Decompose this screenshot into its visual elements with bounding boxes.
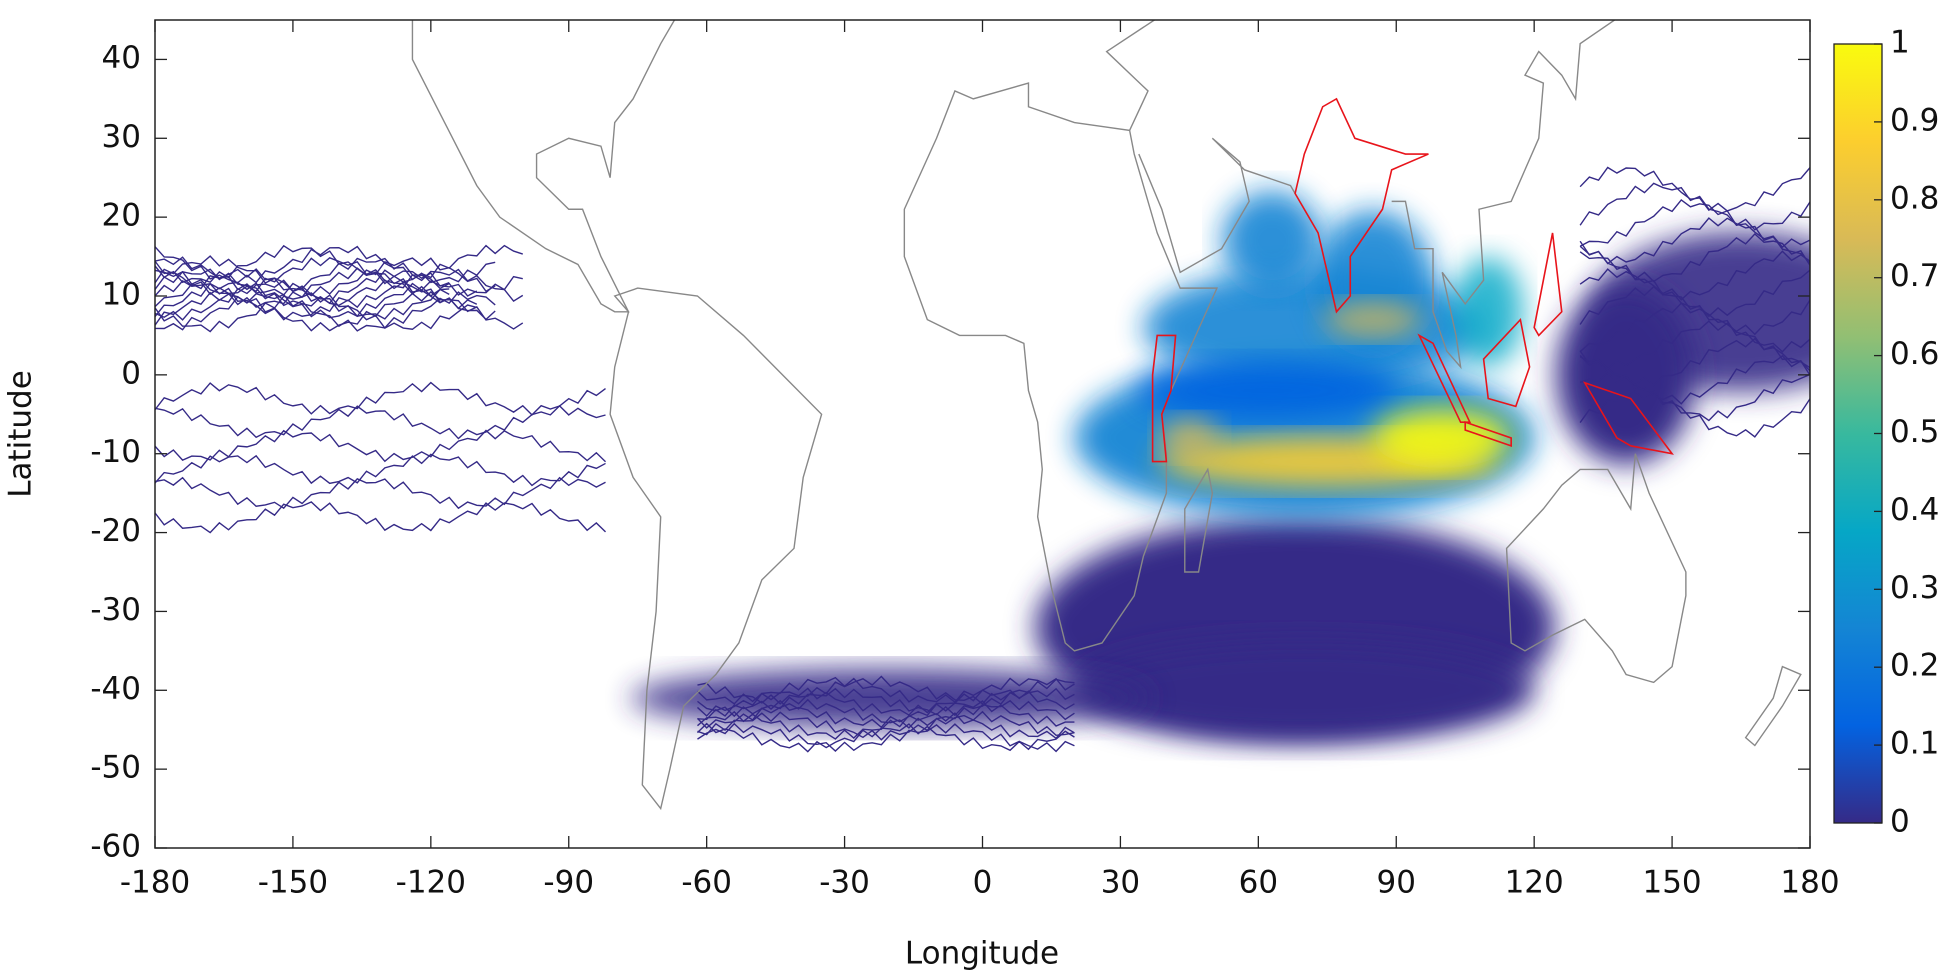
coastline <box>1151 334 1177 463</box>
coastline <box>1417 333 1472 423</box>
trajectory <box>155 381 606 416</box>
y-tick-label: 20 <box>102 198 141 234</box>
trajectory <box>696 687 1075 717</box>
colorbar-tick-label: 1 <box>1890 25 1910 61</box>
colorbar-tick-label: 0.8 <box>1890 180 1939 216</box>
density-patch <box>1074 640 1535 741</box>
density-patch <box>1159 417 1220 458</box>
trajectory <box>1579 268 1810 318</box>
trajectory <box>155 268 524 309</box>
coastline <box>609 287 823 811</box>
y-tick-label: -40 <box>90 671 141 707</box>
coastline <box>1391 20 1616 370</box>
coastline <box>1184 467 1214 573</box>
trajectory <box>155 476 606 510</box>
density-patch <box>1453 256 1524 367</box>
colorbar-tick-label: 0.9 <box>1890 102 1939 138</box>
x-tick-label: 120 <box>1505 865 1564 901</box>
density-patch <box>1222 190 1323 291</box>
coastline <box>1105 20 1156 131</box>
coastline <box>1505 453 1687 684</box>
colorbar-tick-label: 0.3 <box>1890 570 1939 606</box>
x-tick-label: -180 <box>120 865 190 901</box>
map-layer <box>155 20 1810 811</box>
coastline <box>411 20 676 313</box>
trajectory <box>1579 250 1810 301</box>
x-tick-label: 0 <box>973 865 993 901</box>
trajectory <box>696 722 1075 753</box>
colorbar-tick-label: 0.1 <box>1890 726 1939 762</box>
trajectory <box>155 404 606 440</box>
coastline <box>1744 665 1802 747</box>
trajectory <box>155 256 450 297</box>
x-tick-label: -30 <box>819 865 870 901</box>
colorbar-tick-label: 0.6 <box>1890 336 1939 372</box>
trajectory <box>155 245 496 284</box>
trajectory <box>1579 320 1810 371</box>
coastline <box>1294 97 1429 314</box>
trajectory <box>697 710 1075 740</box>
trajectory <box>1579 182 1810 231</box>
trajectory <box>1579 390 1810 438</box>
trajectory <box>697 710 1075 741</box>
y-axis-label: Latitude <box>3 370 39 498</box>
y-tick-label: -30 <box>90 592 141 628</box>
colorbar-tick-label: 0.4 <box>1890 492 1939 528</box>
trajectory <box>155 255 496 297</box>
trajectory <box>1579 217 1810 265</box>
x-tick-label: 30 <box>1101 865 1140 901</box>
y-tick-label: -20 <box>90 513 141 549</box>
coastline <box>1533 232 1563 337</box>
trajectory <box>1579 233 1810 283</box>
trajectory <box>1579 371 1810 422</box>
trajectory <box>155 267 478 310</box>
x-tick-label: 150 <box>1642 865 1701 901</box>
x-tick-label: 180 <box>1780 865 1839 901</box>
x-tick-label: -60 <box>681 865 732 901</box>
trajectory <box>1579 199 1810 249</box>
trajectory <box>155 429 607 463</box>
trajectory <box>1579 354 1810 405</box>
trajectory <box>155 268 450 307</box>
trajectory <box>155 279 450 321</box>
coastline <box>1582 381 1674 455</box>
coastline <box>1464 421 1512 447</box>
x-tick-label: -90 <box>543 865 594 901</box>
colorbar-tick-label: 0.5 <box>1890 414 1939 450</box>
density-patch <box>630 668 1151 729</box>
x-tick-label: 90 <box>1377 865 1416 901</box>
x-axis-label: Longitude <box>905 936 1059 972</box>
y-tick-label: -50 <box>90 750 141 786</box>
trajectory <box>1579 285 1810 336</box>
y-tick-label: 40 <box>102 40 141 76</box>
colorbar-tick-label: 0.7 <box>1890 258 1939 294</box>
density-patch <box>1372 407 1513 468</box>
y-tick-label: -60 <box>90 829 141 865</box>
trajectory <box>155 501 607 534</box>
colorbar-tick-label: 0.2 <box>1890 648 1939 684</box>
coastline <box>1482 317 1531 408</box>
density-patch <box>1137 360 1398 421</box>
density-patch <box>1323 301 1424 338</box>
trajectory <box>696 698 1075 729</box>
coastline <box>903 82 1219 652</box>
y-tick-label: 30 <box>102 119 141 155</box>
trajectory <box>155 453 606 487</box>
y-tick-label: 10 <box>102 277 141 313</box>
coastline <box>1138 137 1296 274</box>
x-tick-label: 60 <box>1239 865 1278 901</box>
x-tick-label: -120 <box>396 865 466 901</box>
trajectory <box>697 722 1075 753</box>
trajectory <box>1579 166 1810 212</box>
trajectory <box>1579 337 1810 387</box>
y-tick-label: -10 <box>90 434 141 470</box>
colorbar-tick-label: 0 <box>1890 804 1910 840</box>
y-tick-label: 0 <box>121 355 141 391</box>
trajectory <box>1579 302 1810 353</box>
x-tick-label: -150 <box>258 865 328 901</box>
trajectory <box>155 280 478 319</box>
